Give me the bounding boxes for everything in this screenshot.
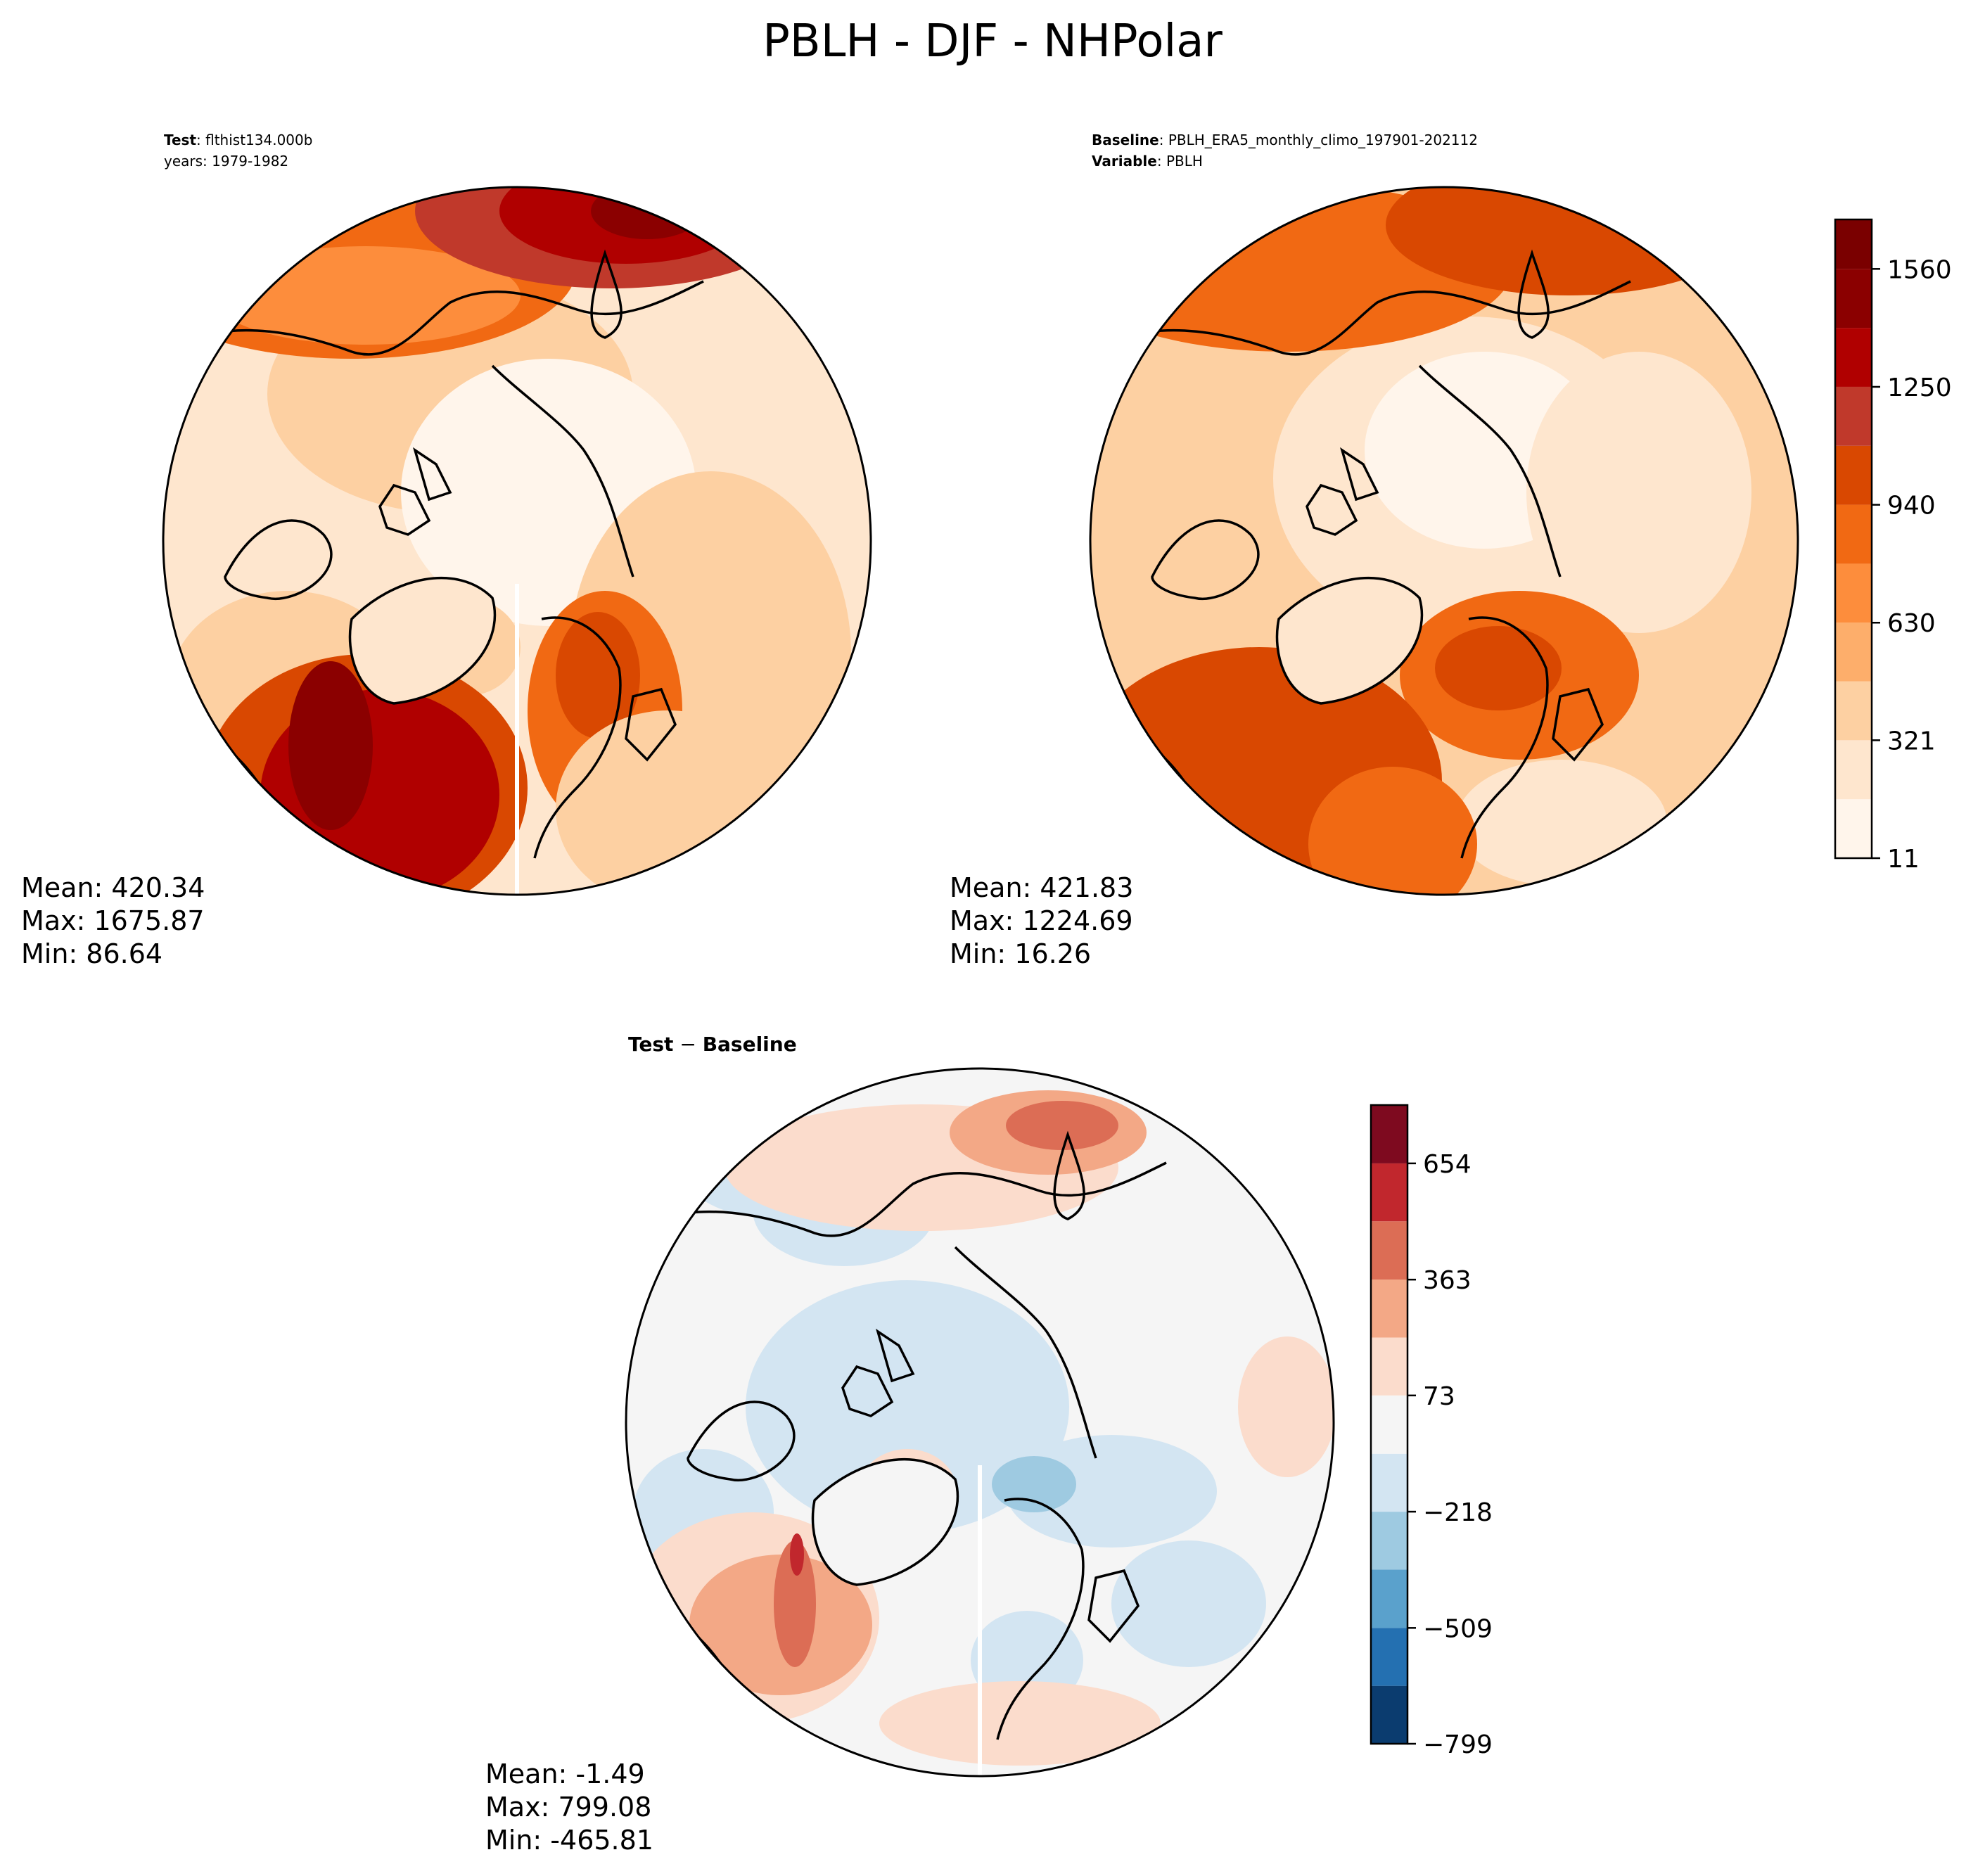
colorbar-diff-tick-label: −218	[1423, 1498, 1493, 1527]
panel-baseline: Baseline: PBLH_ERA5_monthly_climo_197901…	[950, 132, 1799, 969]
panel-diff-header: Test − Baseline	[628, 1033, 797, 1056]
colorbar-diff-segment	[1371, 1569, 1408, 1628]
panel-test-header-line1: Test: flthist134.000b	[164, 132, 312, 148]
colorbar-diff-frame	[1370, 1104, 1409, 1745]
stat-test-min: Min: 86.64	[21, 938, 162, 969]
colorbar-main-segment	[1835, 563, 1872, 623]
colorbar-diff-tick-label: 654	[1423, 1150, 1472, 1179]
colorbar-main-tick-label: 630	[1887, 609, 1936, 638]
colorbar-main-tick-label: 321	[1887, 727, 1936, 755]
stat-test-mean: Mean: 420.34	[21, 872, 205, 903]
colorbar-diff-segment	[1371, 1105, 1408, 1163]
colorbar-main-segment	[1835, 386, 1872, 446]
colorbar-diff-segment	[1371, 1280, 1408, 1338]
panel-diff: Test − Baseline	[485, 1033, 1335, 1856]
panel-test: Test: flthist134.000b years: 1979-1982	[21, 132, 872, 969]
colorbar-diff-tick-label: 363	[1423, 1266, 1472, 1295]
colorbar-diff-tick-label: −799	[1423, 1730, 1493, 1759]
colorbar-main-segment	[1835, 328, 1872, 387]
panel-baseline-variable-label: Variable	[1092, 153, 1157, 170]
stat-baseline-min: Min: 16.26	[950, 938, 1091, 969]
colorbar-main-tick-label: 11	[1887, 845, 1920, 874]
figure-title: PBLH - DJF - NHPolar	[762, 15, 1223, 68]
colorbar-main-segment	[1835, 445, 1872, 505]
stat-diff-mean: Mean: -1.49	[485, 1759, 645, 1789]
panel-test-header-line2: years: 1979-1982	[164, 153, 288, 170]
colorbar-main-tick-label: 1250	[1887, 374, 1952, 402]
stat-diff-min: Min: -465.81	[485, 1825, 653, 1856]
map-test-border	[162, 186, 872, 896]
colorbar-main-segment	[1835, 681, 1872, 741]
map-diff	[626, 1068, 1334, 1776]
colorbar-diff-segment	[1371, 1512, 1408, 1570]
colorbar-main-segment	[1835, 623, 1872, 682]
colorbar-main-frame	[1834, 218, 1873, 860]
stat-test-max: Max: 1675.87	[21, 905, 205, 936]
panel-test-header-case: : flthist134.000b	[196, 132, 312, 148]
panel-baseline-header-line2: Variable: PBLH	[1092, 153, 1203, 170]
panel-baseline-header-line1: Baseline: PBLH_ERA5_monthly_climo_197901…	[1092, 132, 1478, 148]
colorbar-diff: −799 −509 −218 73 363 654	[1370, 1104, 1493, 1759]
panel-baseline-header-label: Baseline	[1092, 132, 1159, 148]
colorbar-main-tick-label: 940	[1887, 492, 1936, 521]
colorbar-main-segment	[1835, 799, 1872, 858]
stat-baseline-mean: Mean: 421.83	[950, 872, 1133, 903]
colorbar-main-segment	[1835, 269, 1872, 328]
panel-diff-header-test: Test	[628, 1033, 673, 1056]
panel-diff-header-minus: −	[673, 1033, 702, 1056]
colorbar-main: 11 321 630 940 1250 1560	[1834, 218, 1952, 874]
colorbar-diff-segment	[1371, 1221, 1408, 1280]
stat-baseline-max: Max: 1224.69	[950, 905, 1133, 936]
map-baseline-border	[1089, 186, 1799, 896]
panel-baseline-header-case: : PBLH_ERA5_monthly_climo_197901-202112	[1159, 132, 1478, 148]
colorbar-diff-segment	[1371, 1628, 1408, 1686]
colorbar-main-segment	[1835, 740, 1872, 800]
panel-test-header-label: Test	[164, 132, 196, 148]
colorbar-diff-segment	[1371, 1685, 1408, 1744]
colorbar-diff-segment	[1371, 1337, 1408, 1396]
colorbar-diff-segment	[1371, 1163, 1408, 1222]
colorbar-main-tick-label: 1560	[1887, 255, 1952, 284]
map-diff-border	[625, 1067, 1335, 1778]
stat-diff-max: Max: 799.08	[485, 1792, 651, 1823]
colorbar-diff-tick-label: 73	[1423, 1382, 1455, 1411]
map-baseline	[1090, 187, 1798, 895]
panel-baseline-variable-name: : PBLH	[1157, 153, 1203, 170]
colorbar-diff-tick-label: −509	[1423, 1614, 1493, 1643]
colorbar-main-segment	[1835, 219, 1872, 269]
colorbar-diff-segment	[1371, 1453, 1408, 1512]
colorbar-main-segment	[1835, 504, 1872, 564]
colorbar-diff-segment	[1371, 1395, 1408, 1454]
map-test	[163, 187, 871, 895]
panel-diff-header-baseline: Baseline	[703, 1033, 797, 1056]
